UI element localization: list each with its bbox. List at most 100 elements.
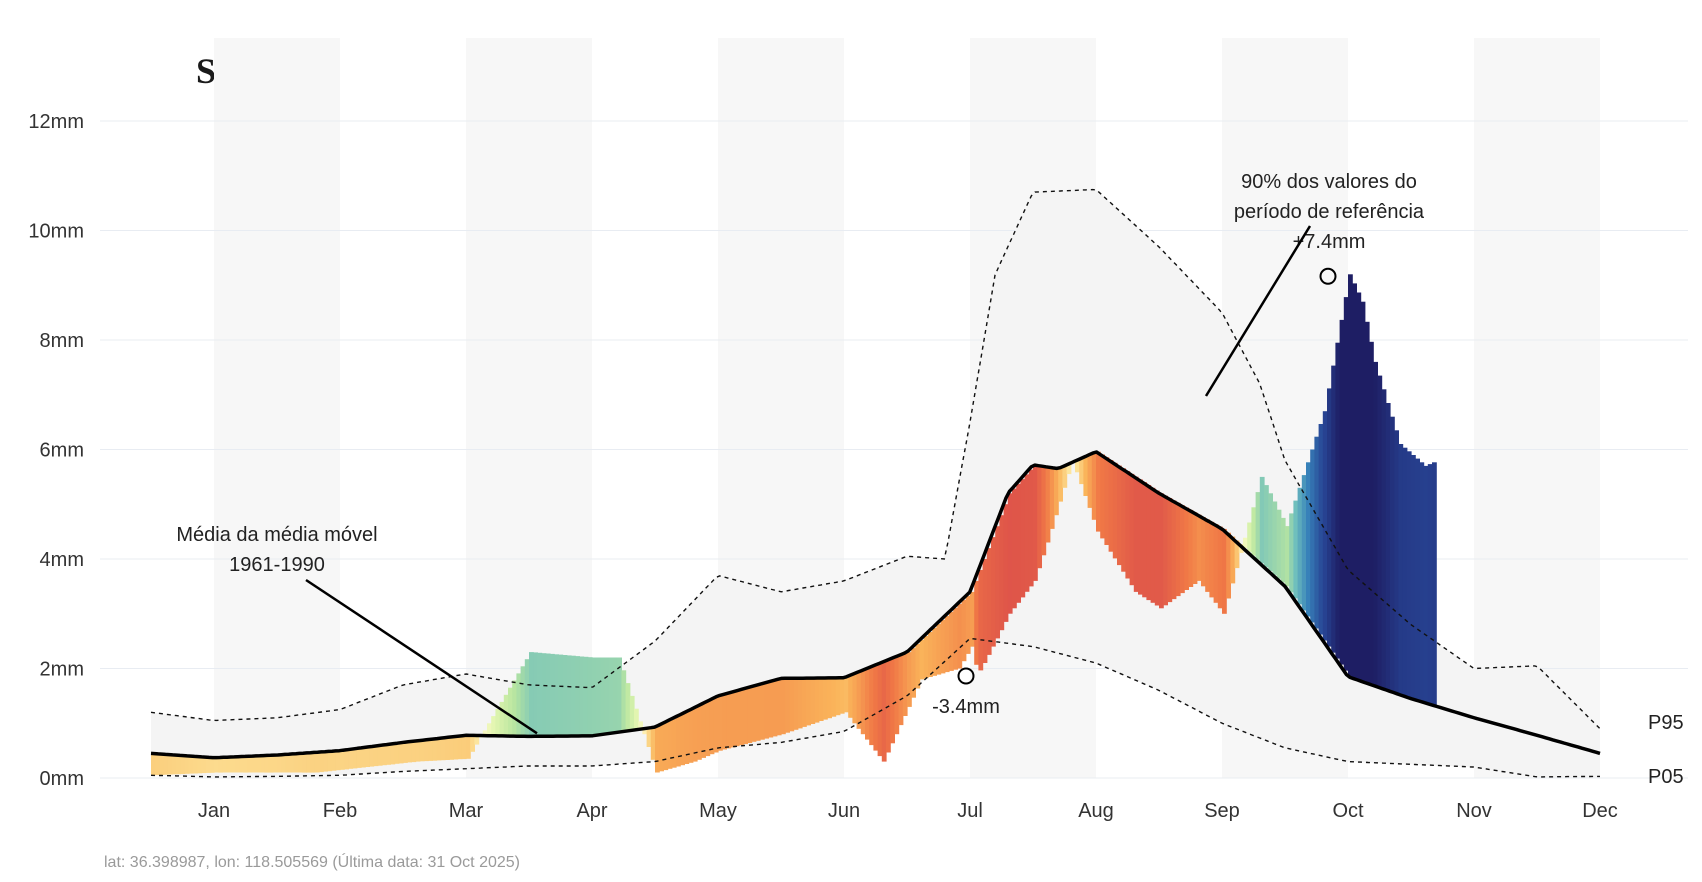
observed-bar <box>163 754 169 775</box>
observed-bar <box>604 657 610 734</box>
observed-bar <box>713 698 719 753</box>
observed-bar <box>1318 424 1324 635</box>
observed-bar <box>1045 466 1051 543</box>
observed-bar <box>188 756 194 774</box>
observed-bar <box>432 739 438 761</box>
observed-bar <box>554 654 559 737</box>
observed-bar <box>688 710 694 763</box>
observed-bar <box>1117 465 1122 566</box>
observed-bar <box>193 756 198 774</box>
observed-bar <box>428 739 433 761</box>
observed-bar <box>806 678 811 726</box>
observed-bar <box>1293 500 1299 599</box>
observed-bar <box>772 680 778 737</box>
observed-bar <box>608 657 614 734</box>
observed-bar <box>747 687 753 743</box>
observed-bar <box>529 652 534 737</box>
observed-bar <box>827 678 832 719</box>
observed-bar <box>562 655 568 737</box>
observed-bar <box>272 755 278 773</box>
y-tick-label: 12mm <box>28 111 84 133</box>
observed-bar <box>407 741 412 763</box>
observed-bar <box>516 673 522 737</box>
observed-bar <box>449 737 454 760</box>
observed-bar <box>230 757 236 773</box>
observed-bar <box>1054 468 1059 516</box>
observed-bar <box>415 741 421 762</box>
observed-bar <box>1020 479 1026 598</box>
observed-bar <box>646 728 652 747</box>
observed-bar <box>928 632 933 677</box>
observed-bar <box>159 753 165 775</box>
observed-bar <box>373 746 379 767</box>
observed-bar <box>1192 512 1198 584</box>
observed-bar <box>898 655 904 726</box>
observed-bar <box>995 526 1000 639</box>
annotation-min-anomaly: -3.4mm <box>932 696 1000 718</box>
observed-bar <box>558 654 564 737</box>
observed-bar <box>1058 468 1063 502</box>
observed-bar <box>894 657 900 735</box>
observed-bar <box>1327 388 1332 647</box>
observed-bar <box>386 744 391 765</box>
observed-bar <box>642 728 648 735</box>
observed-bar <box>940 620 946 674</box>
observed-bar <box>1133 476 1139 592</box>
observed-bar <box>1180 505 1185 594</box>
observed-bar <box>965 595 971 654</box>
observed-bar <box>1222 528 1227 614</box>
observed-bar <box>1432 462 1437 705</box>
observed-bar <box>999 515 1005 631</box>
observed-bar <box>1201 517 1206 587</box>
observed-bar <box>1037 465 1042 569</box>
observed-bar <box>361 747 366 768</box>
observed-bar <box>503 694 509 736</box>
observed-bar <box>239 756 244 773</box>
observed-bar <box>667 720 673 769</box>
observed-bar <box>1276 509 1282 579</box>
observed-bar <box>1259 476 1265 564</box>
observed-bar <box>1423 465 1429 703</box>
observed-bar <box>907 652 912 707</box>
observed-bar <box>470 735 475 752</box>
observed-bar <box>310 752 316 773</box>
observed-bar <box>440 738 446 761</box>
observed-bar <box>566 655 572 737</box>
observed-bar <box>991 537 996 647</box>
observed-bar <box>781 678 786 735</box>
chart-annotations: Média da média móvel 1961-1990 90% dos val… <box>176 171 1683 788</box>
observed-bar <box>705 702 711 757</box>
observed-bar <box>1234 540 1240 569</box>
observed-bar <box>1024 474 1030 592</box>
observed-bar <box>218 757 223 773</box>
observed-bar <box>327 751 333 772</box>
observed-bar <box>818 678 824 721</box>
observed-bar <box>634 708 639 731</box>
observed-bar <box>760 684 765 740</box>
observed-2025-bars <box>151 274 1437 776</box>
observed-bar <box>701 704 706 758</box>
y-tick-label: 10mm <box>28 221 84 243</box>
observed-bar <box>978 570 984 671</box>
observed-bar <box>659 725 664 772</box>
observed-bar <box>1264 485 1269 568</box>
observed-bar <box>592 657 597 736</box>
observed-bar <box>1398 444 1404 695</box>
observed-bar <box>302 753 307 773</box>
observed-bar <box>1314 436 1320 629</box>
observed-bar <box>814 678 820 723</box>
observed-bar <box>949 611 954 671</box>
x-tick-label: Apr <box>576 800 607 822</box>
observed-bar <box>600 657 606 735</box>
observed-bar <box>545 653 551 737</box>
x-tick-label: Mar <box>449 800 484 822</box>
observed-bar <box>1427 464 1433 704</box>
observed-bar <box>1159 493 1164 609</box>
observed-bar <box>491 716 496 736</box>
observed-bar <box>1268 493 1273 571</box>
observed-bar <box>508 687 513 737</box>
observed-bar <box>537 652 543 737</box>
observed-bar <box>365 747 370 767</box>
observed-bar <box>298 753 303 773</box>
observed-bar <box>961 599 967 662</box>
